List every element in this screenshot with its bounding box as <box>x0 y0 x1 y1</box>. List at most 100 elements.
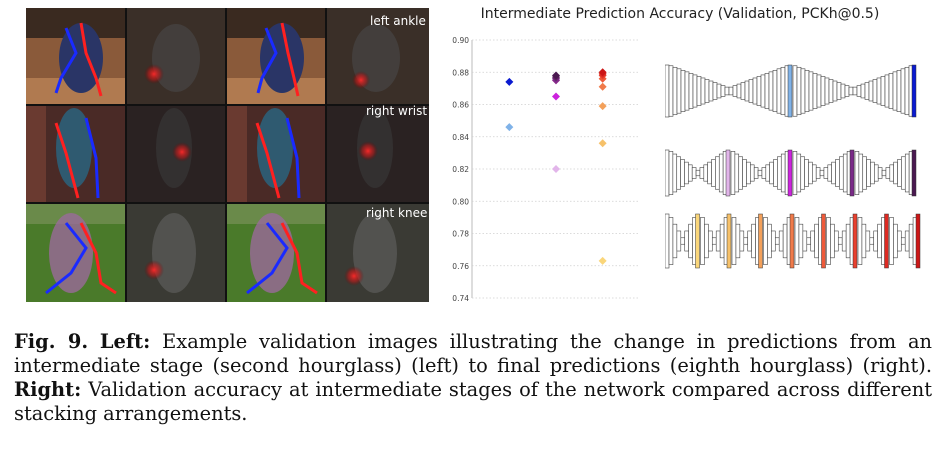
arch3-hourglass-7-bar <box>877 223 882 259</box>
arch2-hourglass-2-bar <box>773 159 778 187</box>
arch3-hourglass-8-bar <box>893 223 898 259</box>
arch2-hourglass-2-bar <box>742 159 747 187</box>
point-series-3-1 <box>598 256 607 265</box>
arch3-hourglass-1-bar <box>676 230 682 252</box>
arch3-hourglass-1-bar <box>668 217 674 265</box>
arch1-hourglass-2-bar <box>860 83 866 99</box>
arch1-hourglass-1-bar <box>688 73 694 109</box>
row-label-right-wrist: right wrist <box>366 104 428 118</box>
arch2-hourglass-4-bar <box>862 156 867 190</box>
arch-two-stack <box>665 64 917 118</box>
arch1-hourglass-2-bar <box>796 66 802 116</box>
arch2-hourglass-1-bar <box>668 151 674 195</box>
arch2-hourglass-2-bar <box>765 164 770 182</box>
arch1-hourglass-2-bar <box>824 77 830 105</box>
arch3-hourglass-7-bar <box>861 223 867 259</box>
arch1-hourglass-2-bar <box>836 82 842 100</box>
arch3-hourglass-5-bar <box>802 230 808 252</box>
arch1-hourglass-2-bar <box>820 76 826 106</box>
arch1-hourglass-1-bar <box>668 65 674 117</box>
arch2-hourglass-1-bar <box>699 167 705 179</box>
arch2-hourglass-1-bar <box>688 164 693 182</box>
arch1-hourglass-2-bar <box>832 80 838 102</box>
arch3-hourglass-8-bar <box>908 223 914 259</box>
arch3-hourglass-3-bar <box>739 230 745 252</box>
row-label-left-ankle: left ankle <box>370 14 426 28</box>
stacking-architecture-diagrams <box>665 64 921 269</box>
arch2-hourglass-4-bar <box>901 156 906 190</box>
arch2-hourglass-2-bar <box>730 151 736 195</box>
arch1-hourglass-1-bar <box>708 80 714 102</box>
arch1-hourglass-2-bar <box>808 71 814 111</box>
arch2-hourglass-4-bar <box>874 164 879 182</box>
arch3-hourglass-4-bar <box>778 230 784 252</box>
arch2-hourglass-4-bar <box>889 164 894 182</box>
arch3-hourglass-3-bar <box>747 230 752 252</box>
arch1-hourglass-1-bar <box>728 86 734 96</box>
arch2-hourglass-1-bar <box>680 159 685 187</box>
arch1-hourglass-1-bar <box>720 85 726 97</box>
arch2-hourglass-3-bar <box>819 169 825 177</box>
arch1-hourglass-1-bar <box>672 66 678 116</box>
y-tick-label: 0.82 <box>452 165 469 174</box>
y-tick-label: 0.90 <box>452 36 469 45</box>
arch1-hourglass-2-bar <box>864 82 870 100</box>
arch1-hourglass-2-bar <box>868 80 874 102</box>
arch1-hourglass-2-bar <box>828 79 834 103</box>
arch3-hourglass-7-output <box>884 213 889 269</box>
chart-y-ticks: 0.90 0.88 0.86 0.84 0.82 0.80 0.78 0.76 0.74 <box>452 36 469 303</box>
arch3-hourglass-5-bar <box>810 230 815 252</box>
point-series-1-1 <box>505 123 514 132</box>
arch1-hourglass-2-bar <box>840 83 846 99</box>
arch1-hourglass-1-bar <box>772 70 778 112</box>
arch3-hourglass-5-bar <box>794 217 800 265</box>
arch1-hourglass-1-bar <box>760 74 766 108</box>
y-tick-label: 0.80 <box>452 197 469 206</box>
arch3-hourglass-2-bar <box>711 237 717 245</box>
arch2-hourglass-1-bar <box>715 156 720 190</box>
arch3-hourglass-7-bar <box>857 217 863 265</box>
arch1-hourglass-2-bar <box>872 79 878 103</box>
arch1-hourglass-2-bar <box>888 73 894 109</box>
arch1-hourglass-1-bar <box>736 83 742 99</box>
arch2-hourglass-4-bar <box>904 153 910 193</box>
arch2-hourglass-2-bar <box>738 156 743 190</box>
arch3-hourglass-1-bar <box>684 230 689 252</box>
arch3-hourglass-3-bar <box>743 237 749 245</box>
y-tick-label: 0.76 <box>452 262 469 271</box>
arch3-hourglass-7-bar <box>869 237 875 245</box>
arch1-hourglass-2-bar <box>848 86 854 96</box>
arch1-hourglass-1-bar <box>776 68 782 114</box>
arch3-input <box>665 213 670 269</box>
arch2-hourglass-1-bar <box>672 153 678 193</box>
arch2-hourglass-1-bar <box>711 159 716 187</box>
arch2-hourglass-4-bar <box>858 153 864 193</box>
arch-eight-stack <box>665 213 921 269</box>
arch3-hourglass-3-bar <box>731 217 737 265</box>
arch3-hourglass-3-bar <box>735 223 741 259</box>
point-series-2-2 <box>552 92 560 101</box>
arch2-hourglass-3-bar <box>831 161 836 185</box>
chart-title: Intermediate Prediction Accuracy (Valida… <box>480 6 880 22</box>
image-grid-graphic <box>26 8 429 302</box>
y-tick-label: 0.86 <box>452 101 469 110</box>
caption-fig-label: Fig. 9. <box>14 330 89 353</box>
point-series-1-2 <box>505 77 514 86</box>
arch3-hourglass-2-bar <box>719 223 725 259</box>
arch2-hourglass-2-bar <box>753 167 759 179</box>
arch2-hourglass-3-bar <box>796 153 802 193</box>
arch3-hourglass-4-bar <box>782 223 788 259</box>
arch2-hourglass-3-bar <box>812 164 817 182</box>
caption-left-text: Example validation images illustrating t… <box>14 330 933 377</box>
arch-four-stack <box>665 149 917 197</box>
arch1-hourglass-2-output <box>911 64 917 118</box>
arch3-hourglass-6-bar <box>826 217 831 265</box>
arch3-hourglass-4-output <box>789 213 795 269</box>
arch2-hourglass-4-output <box>911 149 917 197</box>
arch1-hourglass-2-bar <box>852 86 858 96</box>
arch3-hourglass-6-bar <box>841 230 847 252</box>
row-1-images <box>26 8 429 104</box>
arch3-hourglass-4-bar <box>774 237 780 245</box>
arch2-hourglass-3-bar <box>839 156 844 190</box>
arch1-hourglass-1-bar <box>700 77 706 105</box>
